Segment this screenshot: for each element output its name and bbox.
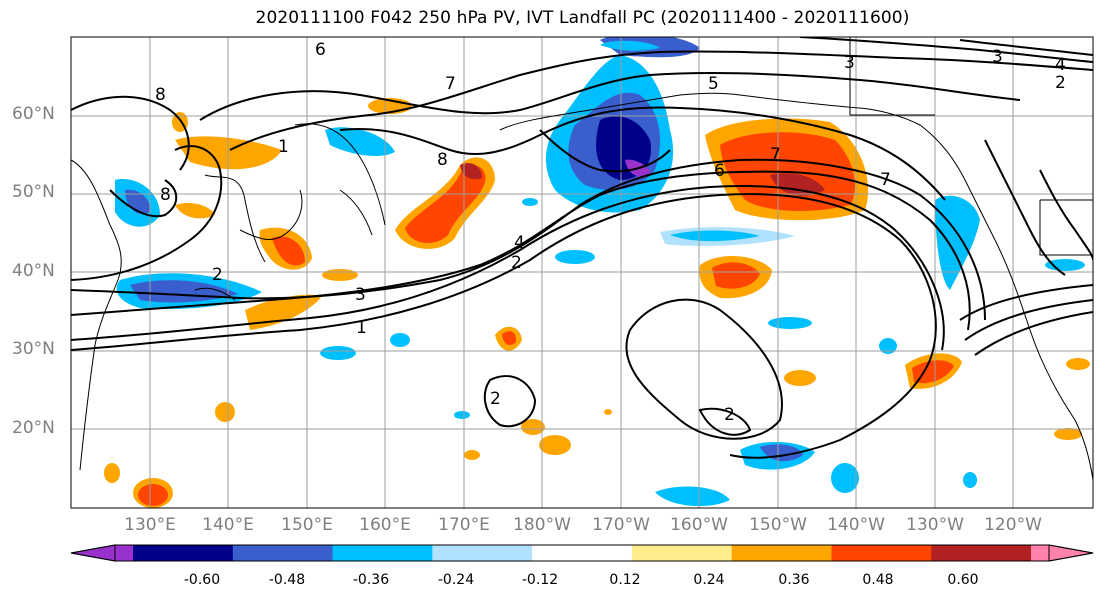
pv-shading <box>104 37 1090 508</box>
lon-label: 150°E <box>281 515 333 535</box>
contour-label: 1 <box>356 318 367 338</box>
contour-label: 2 <box>490 389 501 409</box>
lon-label: 160°W <box>670 515 728 535</box>
contour-label: 4 <box>1055 55 1066 75</box>
colorbar-tick-label: 0.36 <box>778 572 810 588</box>
contour-label: 3 <box>355 285 366 305</box>
contour-label: 1 <box>278 137 289 157</box>
colorbar-tick-label: 0.60 <box>947 572 979 588</box>
lat-label: 30°N <box>12 339 55 359</box>
colorbar-tick-label: 0.12 <box>609 572 641 588</box>
contour-label: 2 <box>724 405 735 425</box>
coastlines <box>71 37 1093 481</box>
contour-label: 8 <box>437 150 448 170</box>
lon-label: 130°W <box>906 515 964 535</box>
ivt-contours <box>71 37 1093 459</box>
colorbar-tick-label: -0.36 <box>352 572 390 588</box>
lat-label: 50°N <box>12 182 55 202</box>
lon-label: 140°W <box>827 515 885 535</box>
lon-label: 170°E <box>438 515 490 535</box>
contour-label: 6 <box>714 161 725 181</box>
contour-label: 4 <box>514 233 525 253</box>
contour-label: 2 <box>212 265 223 285</box>
contour-label: 7 <box>880 170 891 190</box>
lat-label: 60°N <box>12 104 55 124</box>
lon-label: 150°W <box>749 515 807 535</box>
contour-label: 6 <box>315 40 326 60</box>
contour-label: 8 <box>155 85 166 105</box>
contour-label: 2 <box>1055 73 1066 93</box>
colorbar-tick-label: 0.24 <box>693 572 725 588</box>
lon-label: 130°E <box>124 515 176 535</box>
contour-label: 7 <box>445 74 456 94</box>
lat-label: 20°N <box>12 418 55 438</box>
colorbar-tick-label: -0.60 <box>183 572 221 588</box>
colorbar-tick-label: 0.48 <box>862 572 894 588</box>
contour-label: 7 <box>770 145 781 165</box>
colorbar-tick-label: -0.12 <box>521 572 559 588</box>
contour-label: 2 <box>511 253 522 273</box>
contour-label: 8 <box>160 185 171 205</box>
lon-label: 120°W <box>984 515 1042 535</box>
contour-label: 3 <box>844 53 855 73</box>
lon-label: 160°E <box>359 515 411 535</box>
lon-label: 170°W <box>592 515 650 535</box>
lon-label: 180°W <box>513 515 571 535</box>
contour-label: 3 <box>992 47 1003 67</box>
lat-label: 40°N <box>12 261 55 281</box>
map-title: 2020111100 F042 250 hPa PV, IVT Landfall… <box>255 8 910 28</box>
contour-labels: 3 1 2 4 6 7 7 5 3 7 1 8 8 8 2 2 4 3 2 2 … <box>155 40 1066 425</box>
colorbar-tick-label: -0.48 <box>268 572 306 588</box>
map-frame <box>70 36 1094 509</box>
contour-label: 5 <box>708 74 719 94</box>
colorbar-tick-label: -0.24 <box>437 572 475 588</box>
lon-label: 140°E <box>202 515 254 535</box>
